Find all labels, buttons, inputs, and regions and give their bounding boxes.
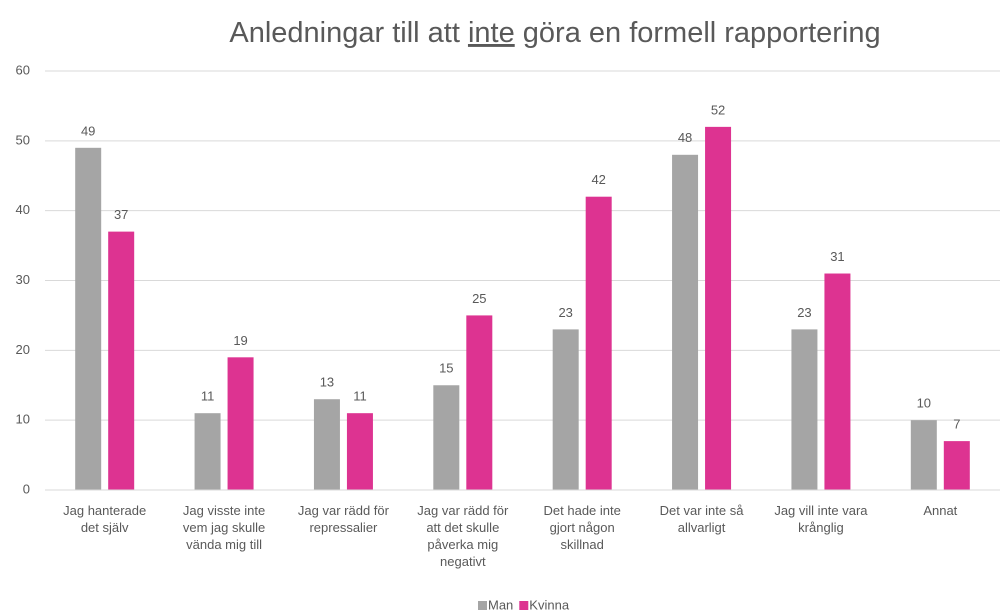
bar (313, 399, 340, 490)
bar (791, 329, 818, 490)
value-label: 25 (472, 291, 486, 306)
x-tick-label: Jag var rädd för att det skulle påverka … (417, 503, 509, 569)
title-part: göra en formell rapportering (515, 17, 881, 49)
chart-title: Anledningar till att inte göra en formel… (229, 17, 880, 49)
value-label: 15 (439, 361, 453, 376)
value-label: 31 (830, 249, 844, 264)
bar (672, 154, 699, 491)
bar (910, 420, 937, 490)
x-tick-label: Det var inte så allvarligt (659, 503, 744, 535)
y-tick-label: 20 (16, 342, 30, 357)
value-label: 48 (678, 130, 692, 145)
title-part: Anledningar till att (229, 17, 468, 49)
value-label: 13 (320, 375, 334, 390)
value-label: 42 (591, 172, 605, 187)
bar (108, 231, 135, 490)
value-label: 23 (558, 305, 572, 320)
y-tick-label: 40 (16, 202, 30, 217)
value-label: 19 (233, 333, 247, 348)
bar (75, 147, 102, 491)
x-tick-label: Jag var rädd för repressalier (297, 503, 389, 535)
value-label: 23 (797, 305, 811, 320)
x-tick-label: Det hade inte gjort någon skillnad (543, 503, 621, 552)
value-label: 11 (353, 389, 367, 404)
bar (943, 441, 970, 490)
value-label: 10 (917, 396, 931, 411)
legend-swatch (478, 601, 487, 610)
value-label: 37 (114, 207, 128, 222)
y-tick-label: 50 (16, 132, 30, 147)
y-tick-label: 0 (23, 481, 30, 496)
bar (824, 273, 851, 490)
value-label: 49 (81, 123, 95, 138)
bar (466, 315, 493, 490)
x-tick-label: Jag vill inte vara krånglig (774, 503, 868, 535)
x-tick-label: Jag hanterade det själv (63, 503, 147, 535)
y-tick-label: 60 (16, 62, 30, 77)
value-label: 7 (953, 417, 960, 432)
title-emphasis: inte (468, 17, 515, 49)
bar (194, 413, 221, 490)
x-tick-label: Jag visste inte vem jag skulle vända mig… (182, 503, 266, 552)
bar (705, 126, 732, 490)
bar (433, 385, 460, 490)
y-tick-label: 10 (16, 412, 30, 427)
bar (552, 329, 579, 490)
legend-label: Man (488, 597, 513, 612)
y-tick-label: 30 (16, 272, 30, 287)
legend-label: Kvinna (529, 597, 570, 612)
legend-swatch (519, 601, 529, 610)
value-label: 52 (711, 102, 725, 117)
bar (585, 196, 612, 490)
value-label: 11 (201, 389, 215, 404)
x-tick-label: Annat (923, 503, 958, 518)
bar (346, 413, 373, 490)
bar (227, 357, 254, 490)
